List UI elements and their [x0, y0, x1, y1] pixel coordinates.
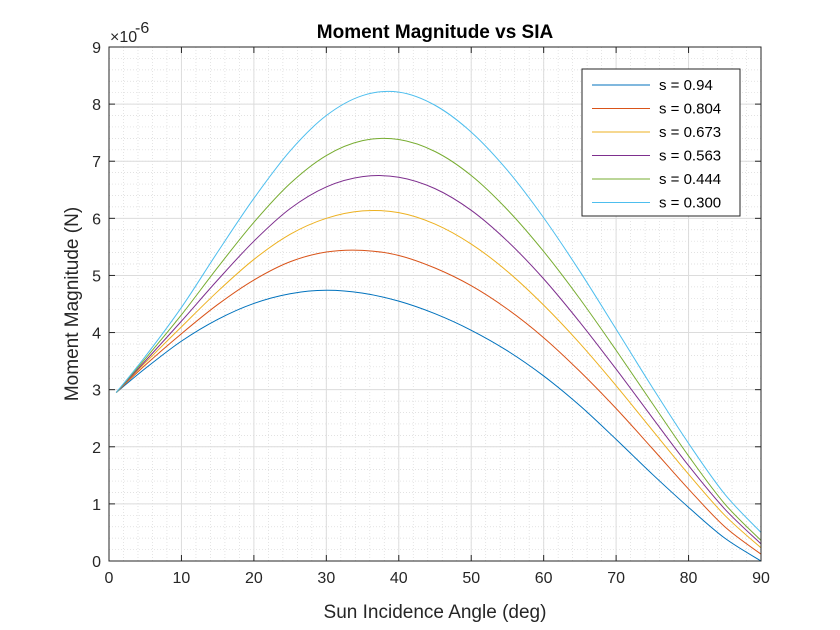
legend-label-4: s = 0.444: [659, 171, 721, 188]
legend-label-1: s = 0.804: [659, 101, 721, 118]
legend-box: [581, 68, 741, 217]
legend-label-2: s = 0.673: [659, 124, 721, 141]
legend-label-5: s = 0.300: [659, 195, 721, 212]
y-tick-label: 1: [92, 497, 101, 514]
y-exponent: ×10 -6: [110, 20, 149, 46]
tick-marks: [108, 46, 762, 562]
series-line-5: [115, 90, 762, 533]
y-tick-label: 9: [92, 40, 101, 57]
chart-title: Moment Magnitude vs SIA: [317, 22, 554, 43]
y-tick-label: 4: [92, 326, 101, 343]
x-tick-label: 10: [173, 570, 191, 587]
y-axis-label: Moment Magnitude (N): [62, 207, 83, 401]
x-tick-label: 50: [462, 570, 480, 587]
plot-box: [108, 46, 762, 562]
x-tick-label: 20: [245, 570, 263, 587]
y-tick-label: 7: [92, 154, 101, 171]
y-exponent-base: ×10: [110, 29, 137, 46]
series-lines: [115, 90, 762, 562]
y-exponent-power: -6: [135, 20, 149, 37]
legend: s = 0.94 s = 0.804 s = 0.673 s = 0.563 s = 0…: [581, 68, 741, 217]
y-tick-label: 6: [92, 211, 101, 228]
series-line-4: [115, 137, 762, 541]
y-tick-label: 0: [92, 554, 101, 571]
legend-label-3: s = 0.563: [659, 148, 721, 165]
series-line-2: [115, 209, 762, 549]
x-tick-label: 30: [317, 570, 335, 587]
x-tick-label: 0: [105, 570, 114, 587]
y-tick-label: 2: [92, 440, 101, 457]
x-tick-label: 60: [535, 570, 553, 587]
y-tick-label: 8: [92, 97, 101, 114]
x-tick-label: 90: [752, 570, 770, 587]
x-axis-label: Sun Incidence Angle (deg): [324, 602, 547, 623]
x-tick-labels: 0 10 20 30 40 50 60 70 80 90: [105, 570, 770, 587]
x-tick-label: 80: [680, 570, 698, 587]
legend-label-0: s = 0.94: [659, 77, 713, 94]
y-tick-label: 5: [92, 268, 101, 285]
x-tick-label: 70: [607, 570, 625, 587]
x-tick-label: 40: [390, 570, 408, 587]
series-line-1: [115, 249, 762, 555]
series-line-3: [115, 175, 762, 545]
series-line-0: [115, 289, 762, 562]
y-tick-label: 3: [92, 383, 101, 400]
y-tick-labels: 0 1 2 3 4 5 6 7 8 9: [92, 40, 101, 571]
